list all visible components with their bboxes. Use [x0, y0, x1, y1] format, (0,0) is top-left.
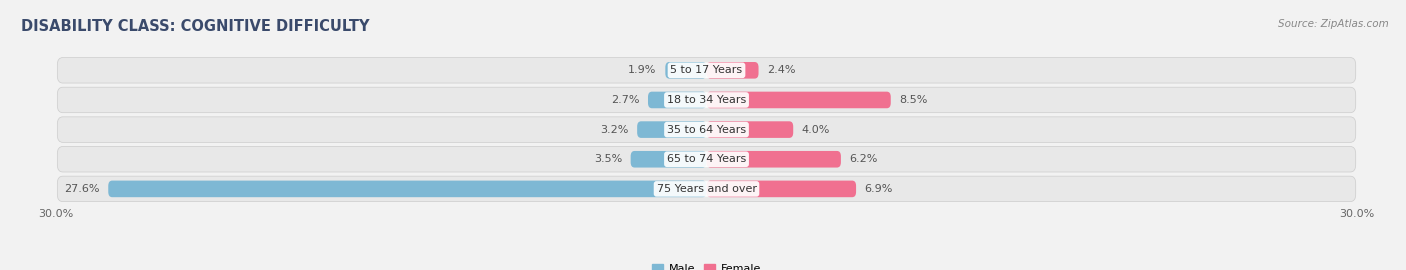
Text: 75 Years and over: 75 Years and over: [657, 184, 756, 194]
FancyBboxPatch shape: [58, 117, 1355, 142]
Text: 8.5%: 8.5%: [900, 95, 928, 105]
FancyBboxPatch shape: [631, 151, 707, 168]
Text: 65 to 74 Years: 65 to 74 Years: [666, 154, 747, 164]
Text: 2.7%: 2.7%: [610, 95, 640, 105]
Text: 18 to 34 Years: 18 to 34 Years: [666, 95, 747, 105]
Text: 27.6%: 27.6%: [65, 184, 100, 194]
Text: 6.2%: 6.2%: [849, 154, 877, 164]
FancyBboxPatch shape: [707, 62, 759, 79]
FancyBboxPatch shape: [58, 58, 1355, 83]
Text: 4.0%: 4.0%: [801, 124, 831, 135]
FancyBboxPatch shape: [707, 121, 793, 138]
Text: 3.5%: 3.5%: [593, 154, 621, 164]
Text: 35 to 64 Years: 35 to 64 Years: [666, 124, 747, 135]
FancyBboxPatch shape: [665, 62, 707, 79]
Text: 3.2%: 3.2%: [600, 124, 628, 135]
Text: 6.9%: 6.9%: [865, 184, 893, 194]
FancyBboxPatch shape: [58, 176, 1355, 202]
Text: 5 to 17 Years: 5 to 17 Years: [671, 65, 742, 75]
FancyBboxPatch shape: [58, 147, 1355, 172]
FancyBboxPatch shape: [108, 181, 707, 197]
FancyBboxPatch shape: [707, 92, 891, 108]
FancyBboxPatch shape: [637, 121, 707, 138]
FancyBboxPatch shape: [707, 151, 841, 168]
FancyBboxPatch shape: [707, 181, 856, 197]
Legend: Male, Female: Male, Female: [648, 259, 765, 270]
Text: Source: ZipAtlas.com: Source: ZipAtlas.com: [1278, 19, 1389, 29]
Text: 1.9%: 1.9%: [628, 65, 657, 75]
FancyBboxPatch shape: [58, 87, 1355, 113]
Text: DISABILITY CLASS: COGNITIVE DIFFICULTY: DISABILITY CLASS: COGNITIVE DIFFICULTY: [21, 19, 370, 34]
Text: 2.4%: 2.4%: [768, 65, 796, 75]
FancyBboxPatch shape: [648, 92, 707, 108]
